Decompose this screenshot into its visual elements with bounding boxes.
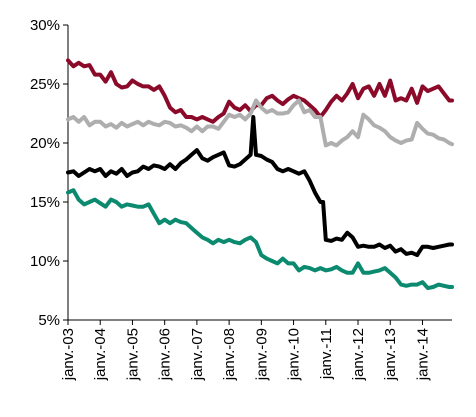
- x-tick-label: janv.-09: [253, 328, 270, 381]
- x-tick-label: janv.-06: [157, 328, 174, 381]
- series-line-2: [66, 98, 454, 148]
- y-tick-label: 25%: [30, 76, 60, 93]
- x-tick-label: janv.-04: [92, 328, 109, 381]
- x-tick-label: janv.-07: [189, 328, 206, 381]
- x-tick-label: janv.-10: [286, 328, 303, 381]
- y-tick-label: 5%: [38, 312, 60, 329]
- x-tick-label: janv.-12: [350, 328, 367, 381]
- series-line-3: [66, 115, 454, 258]
- y-axis: 5% 10% 15% 20% 25% 30%: [30, 17, 69, 329]
- y-tick-label: 30%: [30, 17, 60, 34]
- series-line-4: [66, 188, 454, 291]
- x-axis: janv.-03 janv.-04 janv.-05 janv.-06 janv.-07…: [60, 319, 452, 381]
- y-tick-label: 20%: [30, 135, 60, 152]
- y-tick-label: 10%: [30, 253, 60, 270]
- series-line-1: [66, 58, 454, 124]
- x-tick-label: janv.-03: [60, 328, 77, 381]
- x-tick-label: janv.-05: [124, 328, 141, 381]
- series-layer: [66, 58, 454, 291]
- x-tick-label: janv.-11: [318, 328, 335, 380]
- x-tick-label: janv.-13: [382, 328, 399, 381]
- x-tick-label: janv.-14: [414, 328, 431, 381]
- y-tick-label: 15%: [30, 194, 60, 211]
- x-tick-label: janv.-08: [221, 328, 238, 381]
